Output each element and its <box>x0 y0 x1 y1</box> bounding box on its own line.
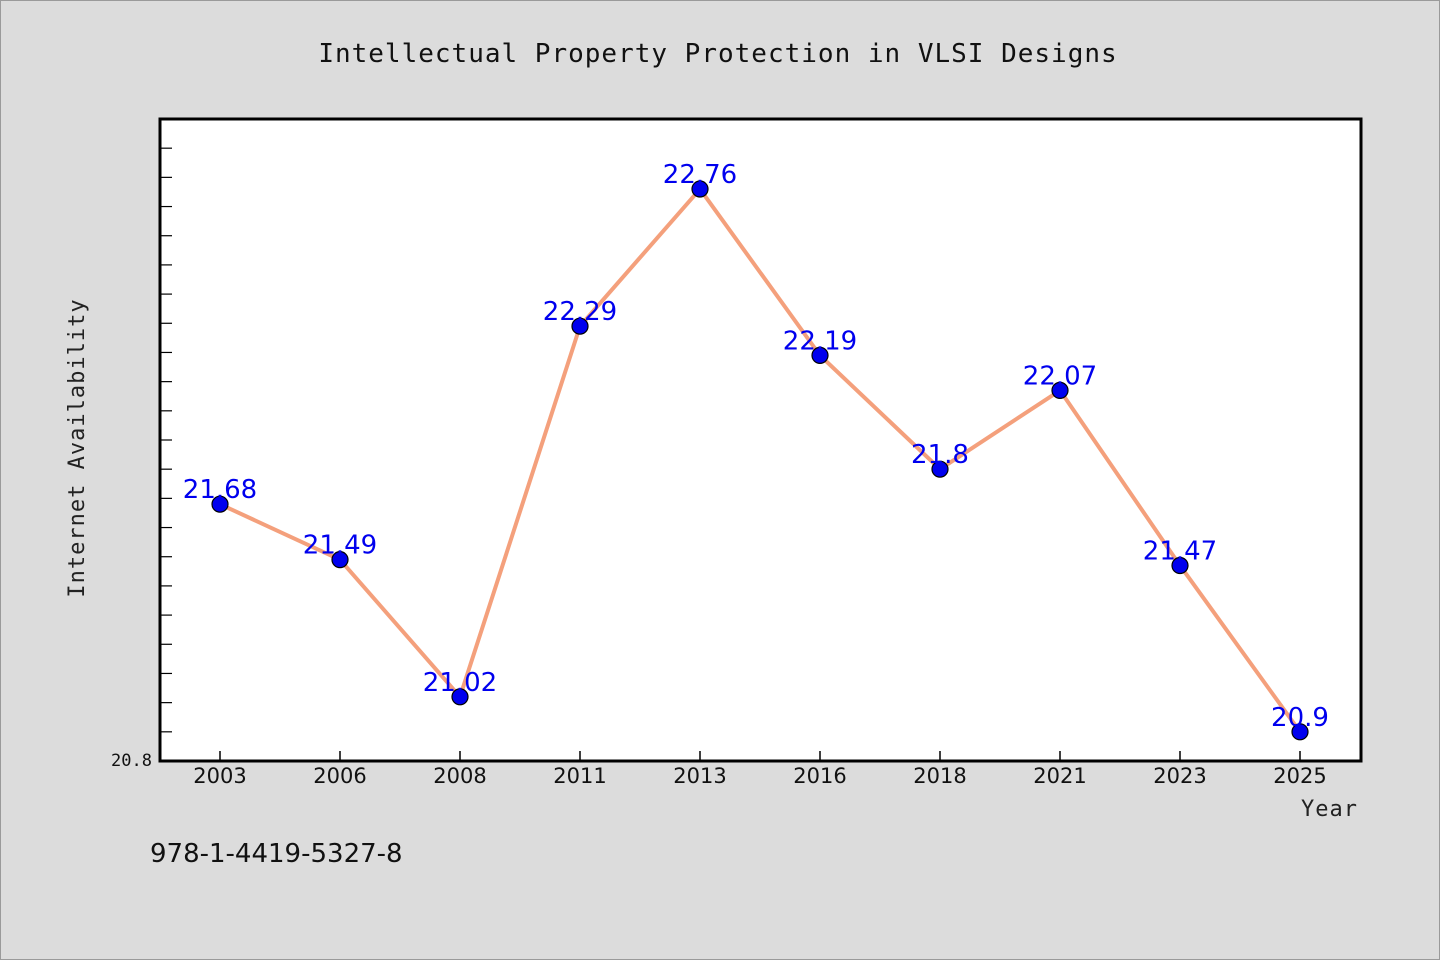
data-label: 22.19 <box>783 326 857 356</box>
x-tick-label: 2013 <box>673 764 726 788</box>
data-label: 21.02 <box>423 668 497 698</box>
x-axis-ticks: 2003 2006 2008 2011 2013 2016 2018 2021 2023 2025 <box>193 751 1327 788</box>
series-line-group <box>219 187 1302 733</box>
isbn-text: 978-1-4419-5327-8 <box>150 839 403 869</box>
y-axis-ticks <box>160 147 172 733</box>
x-tick-label: 2021 <box>1033 764 1086 788</box>
data-point <box>811 346 829 364</box>
data-point <box>571 317 589 335</box>
series-line <box>219 187 1302 733</box>
x-axis-label: Year <box>1301 797 1358 822</box>
data-point <box>451 688 469 706</box>
x-tick-label: 2025 <box>1273 764 1326 788</box>
data-markers <box>211 180 1309 741</box>
data-label: 21.68 <box>183 475 257 505</box>
plot-area <box>158 117 1363 763</box>
x-tick-label: 2018 <box>913 764 966 788</box>
data-point <box>331 551 349 569</box>
data-label: 21.49 <box>303 531 377 561</box>
data-labels: 21.68 21.49 21.02 22.29 22.76 22.19 21.8 22.07 2… <box>183 160 1329 733</box>
data-point <box>1291 723 1309 741</box>
x-tick-label: 2011 <box>553 764 606 788</box>
x-tick-label: 2003 <box>193 764 246 788</box>
data-label: 22.76 <box>663 160 737 190</box>
data-label: 22.07 <box>1023 361 1097 391</box>
data-label: 21.47 <box>1143 536 1217 566</box>
data-point <box>691 180 709 198</box>
data-point <box>931 460 949 478</box>
data-label: 21.8 <box>911 440 969 470</box>
data-label: 22.29 <box>543 297 617 327</box>
x-tick-label: 2008 <box>433 764 486 788</box>
x-tick-label: 2006 <box>313 764 366 788</box>
data-point <box>1171 556 1189 575</box>
chart-title: Intellectual Property Protection in VLSI… <box>318 39 1117 69</box>
y-axis-min-label: 20.8 <box>111 751 152 771</box>
y-axis-label: Internet Availability <box>65 298 90 597</box>
data-label: 20.9 <box>1271 703 1329 733</box>
x-tick-label: 2023 <box>1153 764 1206 788</box>
x-tick-label: 2016 <box>793 764 846 788</box>
data-point <box>211 495 229 513</box>
data-point <box>1051 381 1069 399</box>
